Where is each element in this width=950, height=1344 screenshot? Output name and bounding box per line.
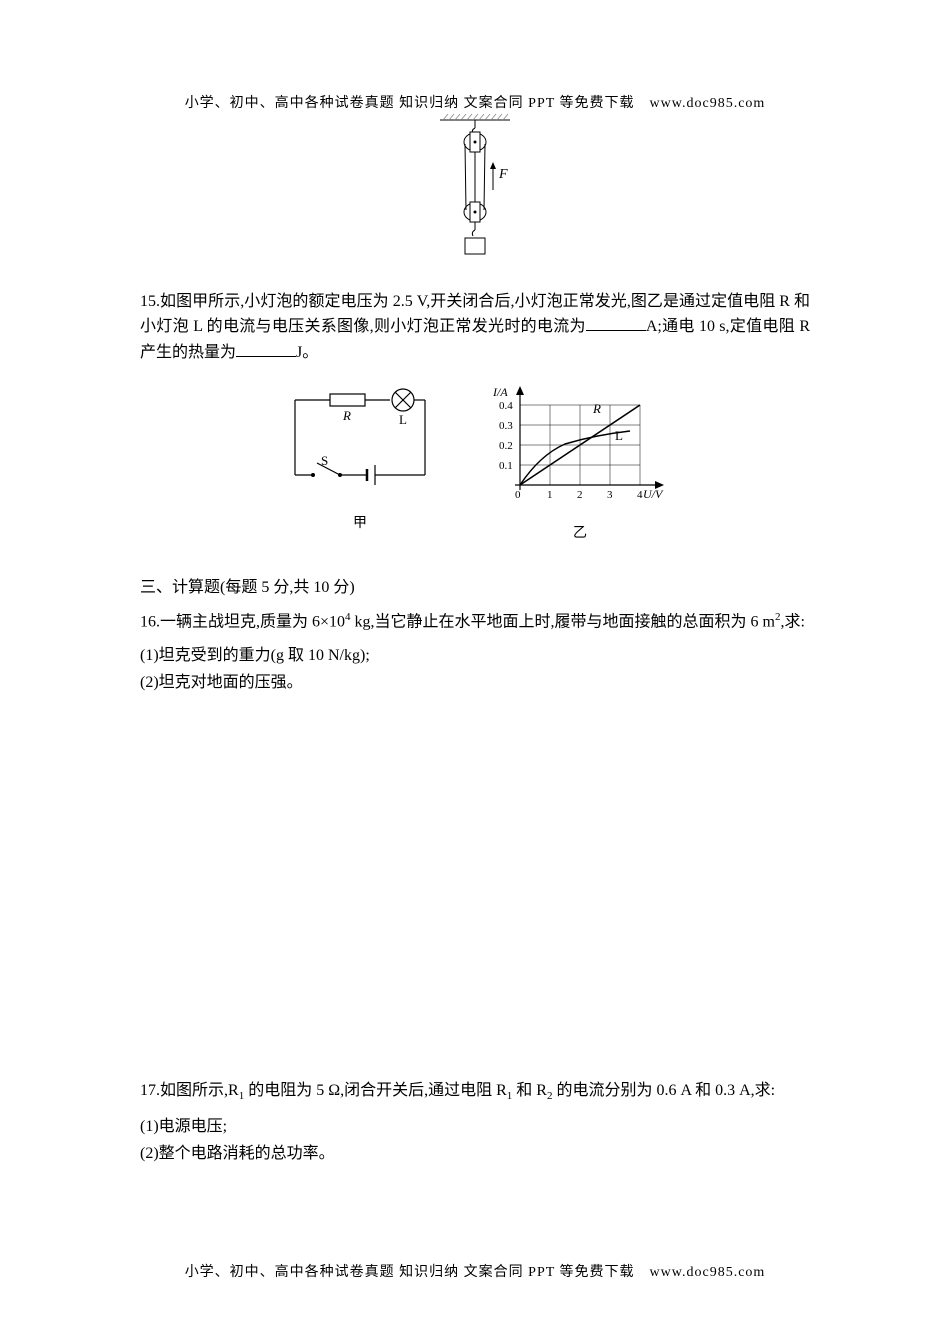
svg-text:L: L <box>399 412 407 427</box>
question-15: 15.如图甲所示,小灯泡的额定电压为 2.5 V,开关闭合后,小灯泡正常发光,图… <box>140 289 810 366</box>
q16-after: kg,当它静止在水平地面上时,履带与地面接触的总面积为 6 m <box>351 613 775 630</box>
content-area: F 15.如图甲所示,小灯泡的额定电压为 2.5 V,开关闭合后,小灯泡正常发光… <box>140 110 810 1167</box>
q17-t3: 和 R <box>512 1082 547 1099</box>
pulley-diagram: F <box>140 110 810 269</box>
circuit-diagram: R L S <box>275 380 445 535</box>
q16-main: 16.一辆主战坦克,质量为 6×10 <box>140 613 345 630</box>
svg-text:L: L <box>615 428 623 443</box>
q17-sub2: (2)整个电路消耗的总功率。 <box>140 1141 810 1167</box>
q17-t1: 17.如图所示,R <box>140 1082 239 1099</box>
svg-text:0.1: 0.1 <box>499 460 513 472</box>
page-header: 小学、初中、高中各种试卷真题 知识归纳 文案合同 PPT 等免费下载 www.d… <box>0 93 950 115</box>
svg-text:0: 0 <box>515 489 521 501</box>
iv-graph: I/A 0.1 0.2 0.3 0.4 0 1 2 3 4 U/V R L 乙 <box>485 380 675 545</box>
svg-text:0.4: 0.4 <box>499 400 513 412</box>
graph-caption: 乙 <box>485 523 675 545</box>
circuit-caption: 甲 <box>275 513 445 535</box>
svg-text:1: 1 <box>547 489 553 501</box>
question-17: 17.如图所示,R1 的电阻为 5 Ω,闭合开关后,通过电阻 R1 和 R2 的… <box>140 1078 810 1106</box>
svg-text:0.3: 0.3 <box>499 420 513 432</box>
svg-text:F: F <box>498 167 508 182</box>
svg-text:0.2: 0.2 <box>499 440 513 452</box>
q16-sub1: (1)坦克受到的重力(g 取 10 N/kg); <box>140 643 810 669</box>
q16-tail: ,求: <box>780 613 804 630</box>
svg-text:R: R <box>592 401 601 416</box>
q16-sub2: (2)坦克对地面的压强。 <box>140 670 810 696</box>
svg-text:2: 2 <box>577 489 583 501</box>
q15-diagrams: R L S <box>140 380 810 545</box>
svg-text:S: S <box>321 453 328 468</box>
answer-space-16 <box>140 698 810 1078</box>
q17-t2: 的电阻为 5 Ω,闭合开关后,通过电阻 R <box>244 1082 507 1099</box>
blank-2 <box>236 341 296 357</box>
section-3-title: 三、计算题(每题 5 分,共 10 分) <box>140 575 810 601</box>
svg-text:U/V: U/V <box>643 487 664 501</box>
q15-unit-2: J。 <box>296 344 318 361</box>
blank-1 <box>586 315 646 331</box>
q17-sub1: (1)电源电压; <box>140 1114 810 1140</box>
svg-text:R: R <box>342 408 351 423</box>
question-16: 16.一辆主战坦克,质量为 6×104 kg,当它静止在水平地面上时,履带与地面… <box>140 609 810 635</box>
page-footer: 小学、初中、高中各种试卷真题 知识归纳 文案合同 PPT 等免费下载 www.d… <box>0 1262 950 1284</box>
svg-text:I/A: I/A <box>492 385 508 399</box>
q17-t4: 的电流分别为 0.6 A 和 0.3 A,求: <box>552 1082 775 1099</box>
svg-text:3: 3 <box>607 489 613 501</box>
